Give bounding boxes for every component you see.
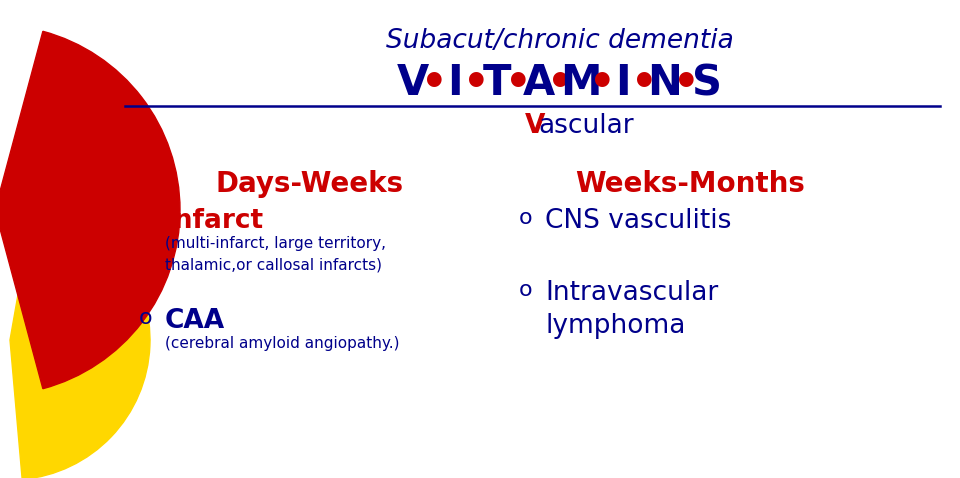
Text: CAA: CAA — [165, 308, 226, 334]
Text: o: o — [519, 208, 533, 228]
Text: •: • — [546, 62, 573, 104]
Text: M: M — [561, 62, 602, 104]
Text: CNS vasculitis: CNS vasculitis — [545, 208, 732, 234]
Text: •: • — [463, 62, 490, 104]
Text: o: o — [139, 208, 153, 228]
Text: •: • — [631, 62, 658, 104]
Wedge shape — [0, 31, 180, 389]
Text: V: V — [396, 62, 429, 104]
Text: Intravascular
lymphoma: Intravascular lymphoma — [545, 280, 718, 339]
Text: V: V — [525, 113, 545, 139]
Text: T: T — [483, 62, 512, 104]
Text: Subacut/chronic dementia: Subacut/chronic dementia — [386, 28, 733, 54]
Text: ascular: ascular — [538, 113, 634, 139]
Text: I: I — [447, 62, 463, 104]
Text: Infarct: Infarct — [165, 208, 264, 234]
Text: I: I — [615, 62, 631, 104]
Text: •: • — [420, 62, 447, 104]
Text: A: A — [523, 62, 555, 104]
Text: Weeks-Months: Weeks-Months — [575, 170, 804, 198]
Text: Days-Weeks: Days-Weeks — [216, 170, 404, 198]
Text: (cerebral amyloid angiopathy.): (cerebral amyloid angiopathy.) — [165, 336, 399, 351]
Text: N: N — [648, 62, 683, 104]
Text: o: o — [519, 280, 533, 300]
Text: (multi-infarct, large territory,
thalamic,or callosal infarcts): (multi-infarct, large territory, thalami… — [165, 236, 386, 272]
Text: •: • — [588, 62, 615, 104]
Wedge shape — [10, 202, 150, 478]
Text: S: S — [692, 62, 722, 104]
Text: o: o — [139, 308, 153, 328]
Text: •: • — [673, 62, 699, 104]
Text: •: • — [505, 62, 531, 104]
